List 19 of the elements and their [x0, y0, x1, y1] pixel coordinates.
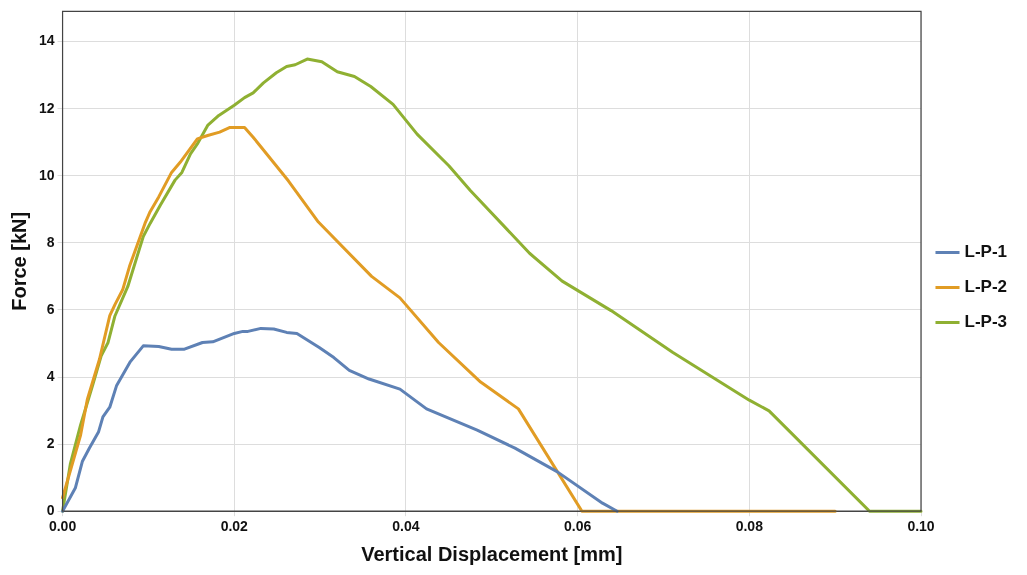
legend-label: L-P-3 [964, 312, 1007, 332]
y-tick-label: 8 [46, 233, 55, 250]
y-tick-label: 4 [46, 367, 55, 384]
legend-label: L-P-2 [964, 277, 1007, 297]
x-tick-label: 0.04 [392, 518, 420, 535]
legend-label: L-P-1 [964, 242, 1007, 262]
x-tick-label: 0.00 [48, 518, 77, 535]
y-tick-label: 10 [38, 166, 55, 183]
x-tick-label: 0.02 [220, 518, 249, 535]
x-tick-label: 0.10 [907, 518, 935, 535]
x-axis-title: Vertical Displacement [mm] [361, 542, 623, 565]
y-tick-label: 14 [38, 32, 55, 49]
x-tick-label: 0.08 [735, 518, 764, 535]
y-tick-label: 6 [46, 300, 55, 317]
y-tick-label: 12 [38, 99, 55, 116]
y-axis-title: Force [kN] [7, 211, 30, 311]
x-tick-label: 0.06 [564, 518, 592, 535]
y-tick-label: 0 [46, 502, 55, 519]
y-tick-label: 2 [46, 434, 55, 451]
